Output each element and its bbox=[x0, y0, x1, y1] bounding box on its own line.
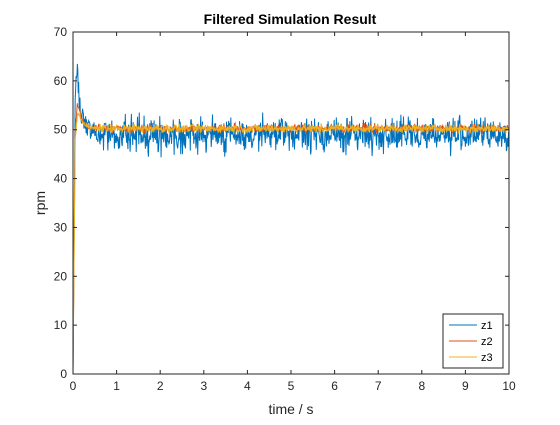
x-tick-label: 4 bbox=[244, 379, 251, 393]
y-tick-label: 50 bbox=[54, 123, 68, 137]
x-tick-label: 10 bbox=[502, 379, 516, 393]
x-tick-label: 9 bbox=[462, 379, 469, 393]
y-tick-label: 10 bbox=[54, 318, 68, 332]
y-tick-label: 30 bbox=[54, 220, 68, 234]
y-tick-label: 60 bbox=[54, 74, 68, 88]
legend-label-z3: z3 bbox=[481, 352, 493, 364]
ticks-layer: 0 1 2 3 4 5 6 7 8 9 10 0 10 20 30 40 50 60 70 bbox=[54, 25, 516, 393]
x-tick-label: 2 bbox=[157, 379, 164, 393]
x-tick-label: 7 bbox=[375, 379, 382, 393]
y-tick-label: 20 bbox=[54, 269, 68, 283]
x-tick-label: 0 bbox=[70, 379, 77, 393]
x-tick-label: 6 bbox=[331, 379, 338, 393]
chart-title: Filtered Simulation Result bbox=[204, 11, 377, 27]
x-tick-label: 8 bbox=[418, 379, 425, 393]
plot-area bbox=[73, 32, 509, 374]
series-layer bbox=[72, 63, 510, 375]
series-line-z3 bbox=[72, 112, 510, 375]
x-axis-label: time / s bbox=[268, 401, 313, 417]
y-tick-label: 0 bbox=[60, 367, 67, 381]
legend-items: z1 z2 z3 bbox=[449, 320, 493, 364]
x-tick-label: 5 bbox=[288, 379, 295, 393]
y-tick-label: 40 bbox=[54, 172, 68, 186]
legend-label-z1: z1 bbox=[481, 320, 493, 332]
legend: z1 z2 z3 bbox=[442, 313, 504, 369]
x-tick-label: 1 bbox=[113, 379, 120, 393]
legend-label-z2: z2 bbox=[481, 336, 493, 348]
plot-border bbox=[72, 31, 510, 375]
y-axis-label: rpm bbox=[32, 191, 48, 215]
y-tick-label: 70 bbox=[54, 25, 68, 39]
x-tick-label: 3 bbox=[200, 379, 207, 393]
